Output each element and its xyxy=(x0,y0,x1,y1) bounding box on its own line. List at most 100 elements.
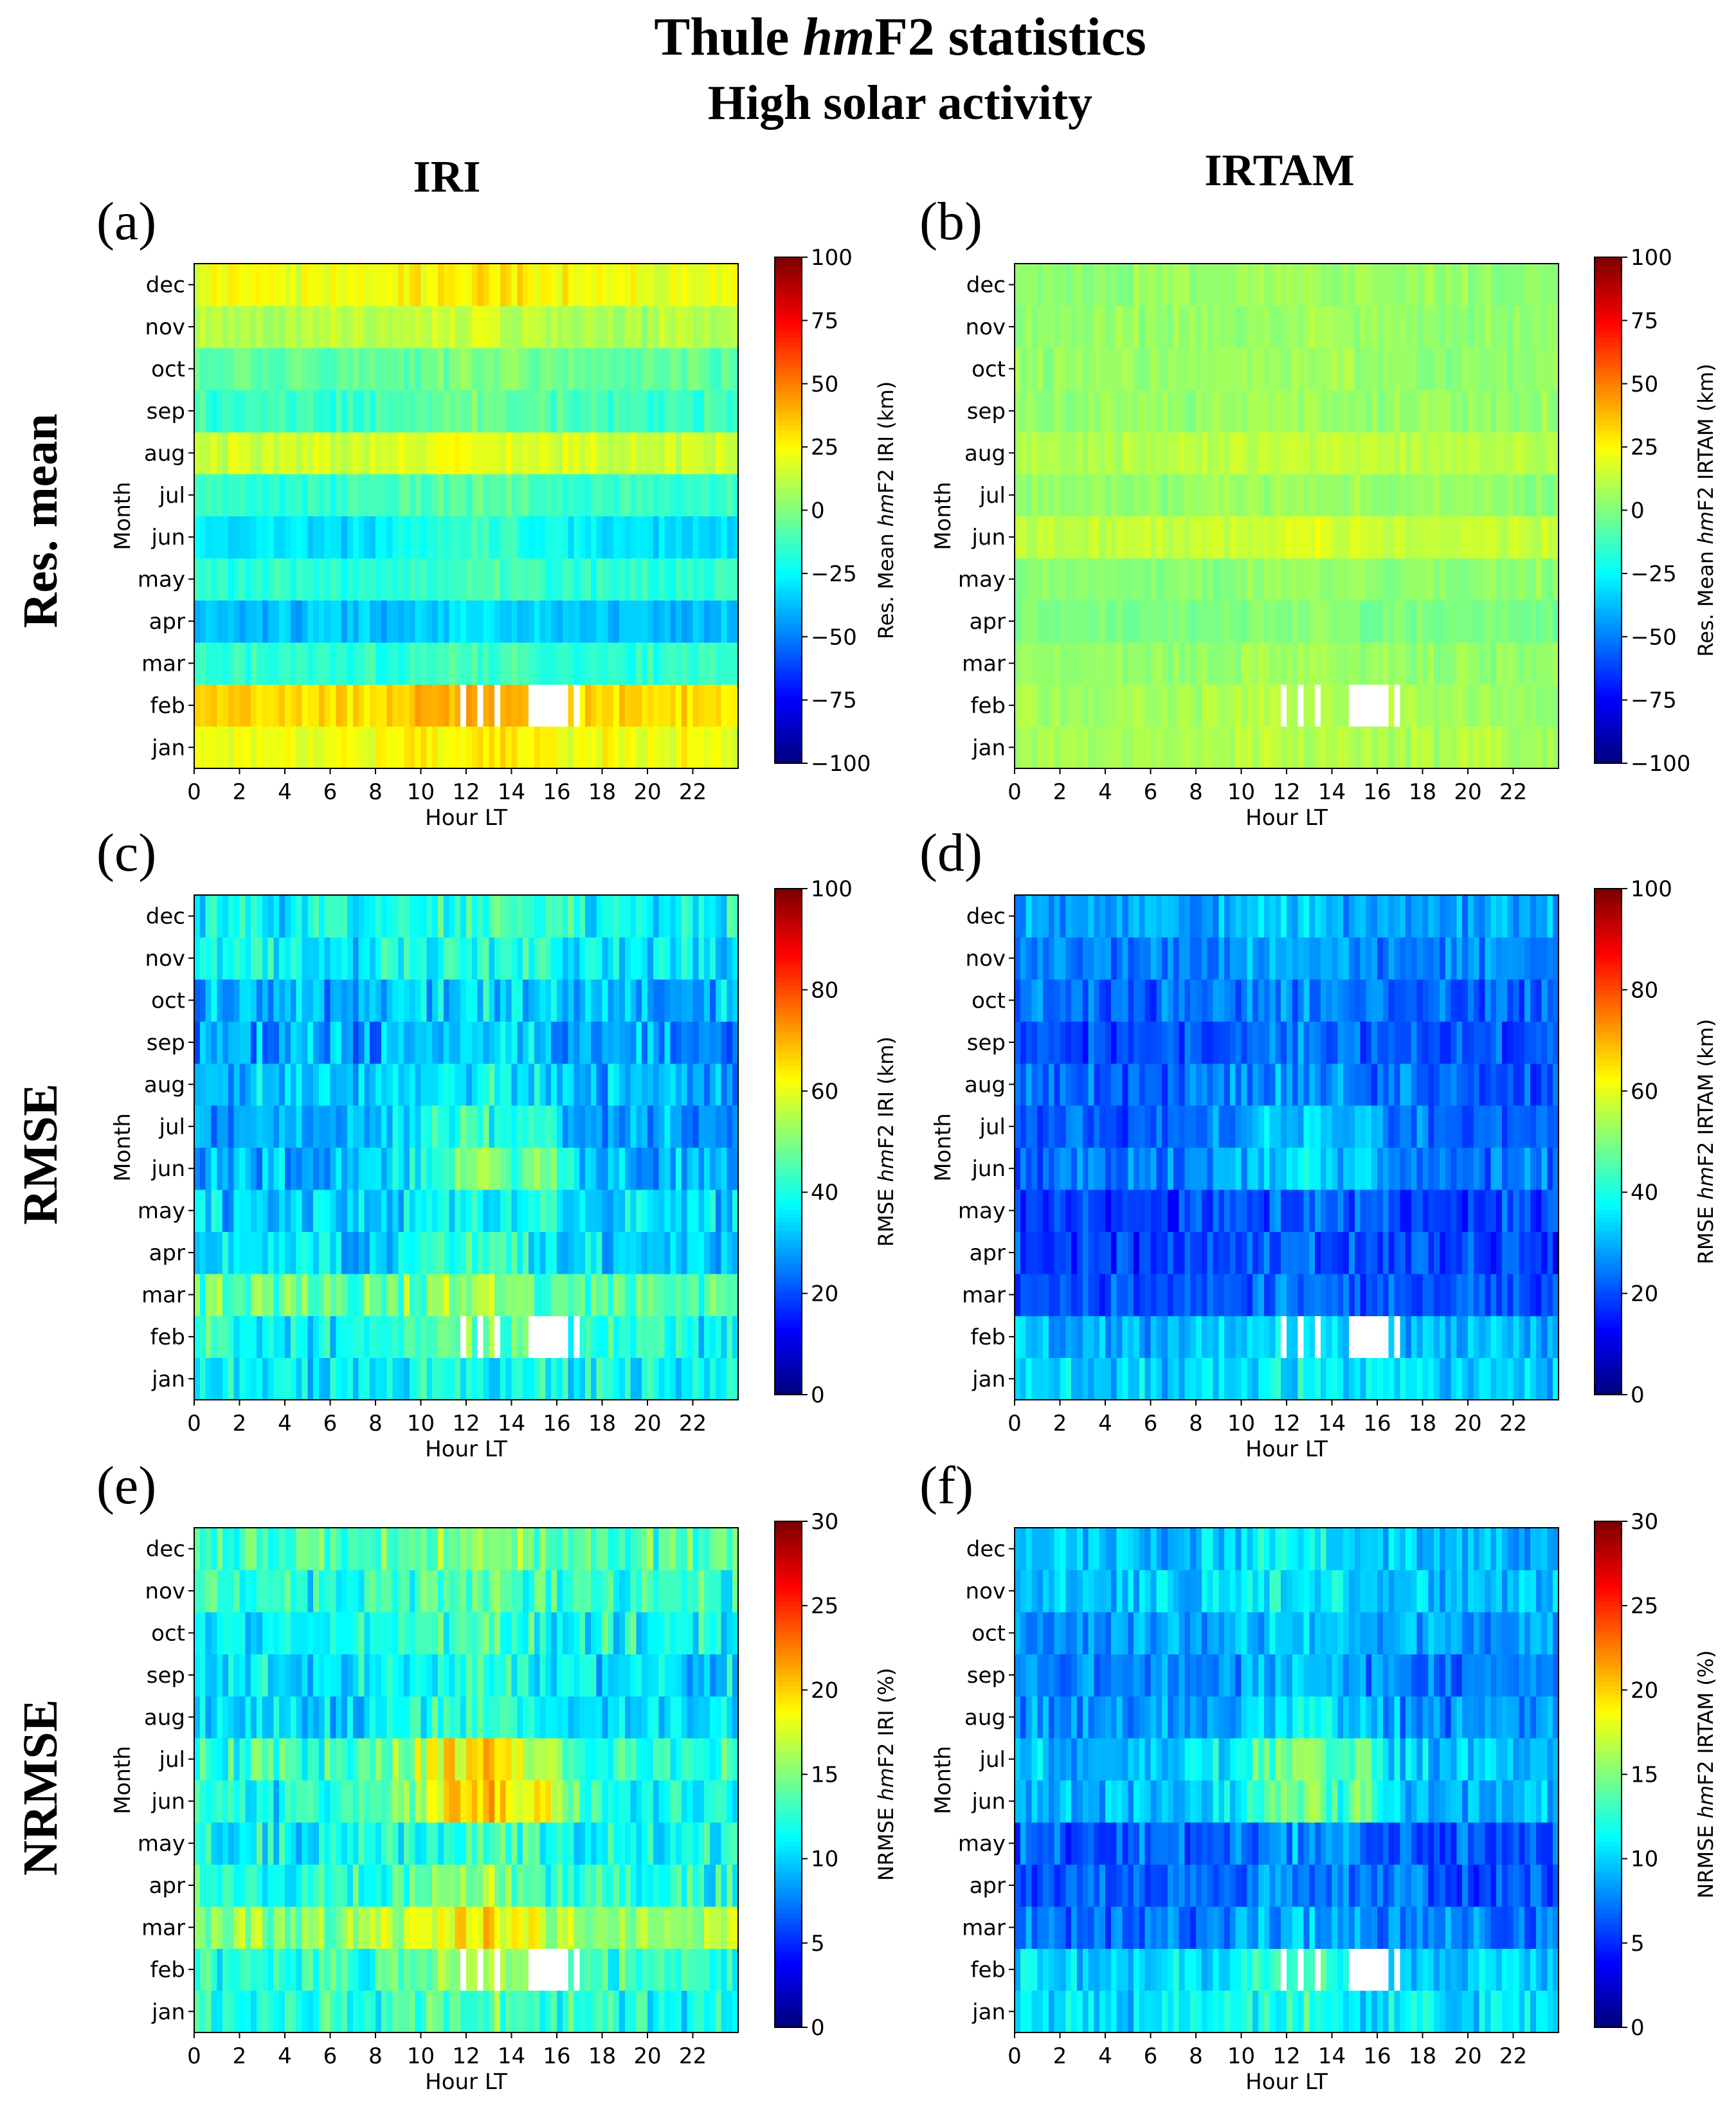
heatmap-cell xyxy=(1411,1147,1418,1190)
heatmap-cell xyxy=(420,1231,427,1274)
heatmap-cell xyxy=(1326,264,1333,307)
heatmap-cell xyxy=(727,390,733,433)
heatmap-cell xyxy=(211,305,217,348)
heatmap-cell xyxy=(336,684,342,727)
heatmap-cell xyxy=(608,347,614,390)
heatmap-cell xyxy=(267,1189,274,1232)
heatmap-cell xyxy=(1388,1231,1395,1274)
heatmap-cell xyxy=(386,600,393,643)
heatmap-cell xyxy=(1031,474,1038,517)
heatmap-cell xyxy=(194,1316,201,1359)
heatmap-cell-missing xyxy=(1371,684,1378,727)
heatmap-cell xyxy=(1110,1105,1117,1148)
heatmap-cell xyxy=(1043,600,1049,643)
heatmap-cell xyxy=(658,1021,665,1064)
heatmap-cell xyxy=(1501,264,1508,307)
heatmap-cell xyxy=(545,1189,552,1232)
heatmap-panel-iri-rmse: (c)janfebmaraprmayjunjulaugsepoctnovdec0… xyxy=(96,823,898,1462)
heatmap-cell xyxy=(358,516,365,559)
colorbar-segment xyxy=(1595,409,1622,414)
heatmap-cell xyxy=(630,726,637,769)
heatmap-cell xyxy=(1122,347,1128,390)
heatmap-cell xyxy=(676,1357,682,1400)
heatmap-cell xyxy=(1292,1105,1299,1148)
heatmap-cell xyxy=(732,937,739,980)
heatmap-cell xyxy=(511,390,518,433)
heatmap-cell xyxy=(1150,726,1157,769)
heatmap-cell xyxy=(676,1147,682,1190)
heatmap-cell xyxy=(732,474,739,517)
heatmap-cell xyxy=(415,1316,422,1359)
heatmap-cell xyxy=(602,1063,608,1106)
heatmap-cell xyxy=(732,895,739,938)
heatmap-cell xyxy=(534,347,541,390)
heatmap-cell xyxy=(386,979,393,1022)
heatmap-cell xyxy=(1241,979,1247,1022)
heatmap-cell xyxy=(1263,1357,1270,1400)
heatmap-cell xyxy=(228,1147,235,1190)
heatmap-cell xyxy=(1269,1021,1276,1064)
colorbar-segment xyxy=(775,1065,802,1071)
heatmap-cell xyxy=(1513,1357,1519,1400)
colorbar-segment xyxy=(775,1154,802,1159)
heatmap-cell xyxy=(1269,1105,1276,1148)
colorbar-segment xyxy=(775,1061,802,1067)
heatmap-cell xyxy=(1247,1316,1253,1359)
heatmap-cell xyxy=(449,684,455,727)
heatmap-cell xyxy=(1468,600,1474,643)
heatmap-cell xyxy=(1496,1063,1503,1106)
heatmap-cell xyxy=(489,642,495,685)
heatmap-cell xyxy=(1337,305,1344,348)
heatmap-cell xyxy=(1252,1021,1259,1064)
heatmap-cell xyxy=(409,1147,416,1190)
heatmap-cell xyxy=(415,895,422,938)
month-tick-label: nov xyxy=(145,314,185,340)
heatmap-cell xyxy=(1394,1021,1400,1064)
heatmap-cell xyxy=(681,1147,688,1190)
heatmap-cell xyxy=(1173,347,1180,390)
heatmap-cell xyxy=(386,1147,393,1190)
heatmap-cell xyxy=(1173,1231,1180,1274)
heatmap-cell xyxy=(1201,600,1208,643)
heatmap-cell xyxy=(647,264,654,307)
heatmap-cell xyxy=(296,1357,303,1400)
heatmap-cell xyxy=(1054,1273,1061,1316)
heatmap-cell xyxy=(1116,516,1123,559)
heatmap-cell xyxy=(1201,347,1208,390)
heatmap-cell xyxy=(449,1231,455,1274)
heatmap-cell xyxy=(692,264,699,307)
colorbar-segment xyxy=(1595,561,1622,566)
heatmap-cell xyxy=(534,726,541,769)
heatmap-cell xyxy=(1382,431,1389,475)
heatmap-cell xyxy=(1400,390,1406,433)
heatmap-cell xyxy=(1422,642,1429,685)
heatmap-cell xyxy=(307,1021,314,1064)
heatmap-cell xyxy=(727,684,733,727)
heatmap-cell xyxy=(415,347,422,390)
heatmap-cell xyxy=(262,516,269,559)
heatmap-cell xyxy=(279,1063,285,1106)
heatmap-cell xyxy=(1360,305,1366,348)
heatmap-cell xyxy=(1400,431,1406,475)
heatmap-cell xyxy=(194,1231,201,1274)
heatmap-cell xyxy=(466,937,473,980)
heatmap-cell xyxy=(1456,1105,1463,1148)
heatmap-cell xyxy=(341,1189,348,1232)
heatmap-cell xyxy=(375,516,382,559)
heatmap-cell xyxy=(1541,726,1548,769)
heatmap-cell xyxy=(1247,431,1253,475)
heatmap-cell xyxy=(528,726,535,769)
heatmap-cell xyxy=(653,1063,660,1106)
heatmap-cell xyxy=(1128,1231,1134,1274)
heatmap-cell xyxy=(613,1021,620,1064)
heatmap-cell xyxy=(505,264,512,307)
colorbar-segment xyxy=(775,955,802,961)
heatmap-cell xyxy=(415,474,422,517)
heatmap-cell xyxy=(489,557,495,601)
heatmap-cell xyxy=(1297,264,1305,307)
heatmap-cell xyxy=(217,1063,223,1106)
heatmap-cell xyxy=(698,726,705,769)
heatmap-cell xyxy=(489,684,495,727)
colorbar-segment xyxy=(775,1352,802,1357)
heatmap-cell xyxy=(460,557,467,601)
